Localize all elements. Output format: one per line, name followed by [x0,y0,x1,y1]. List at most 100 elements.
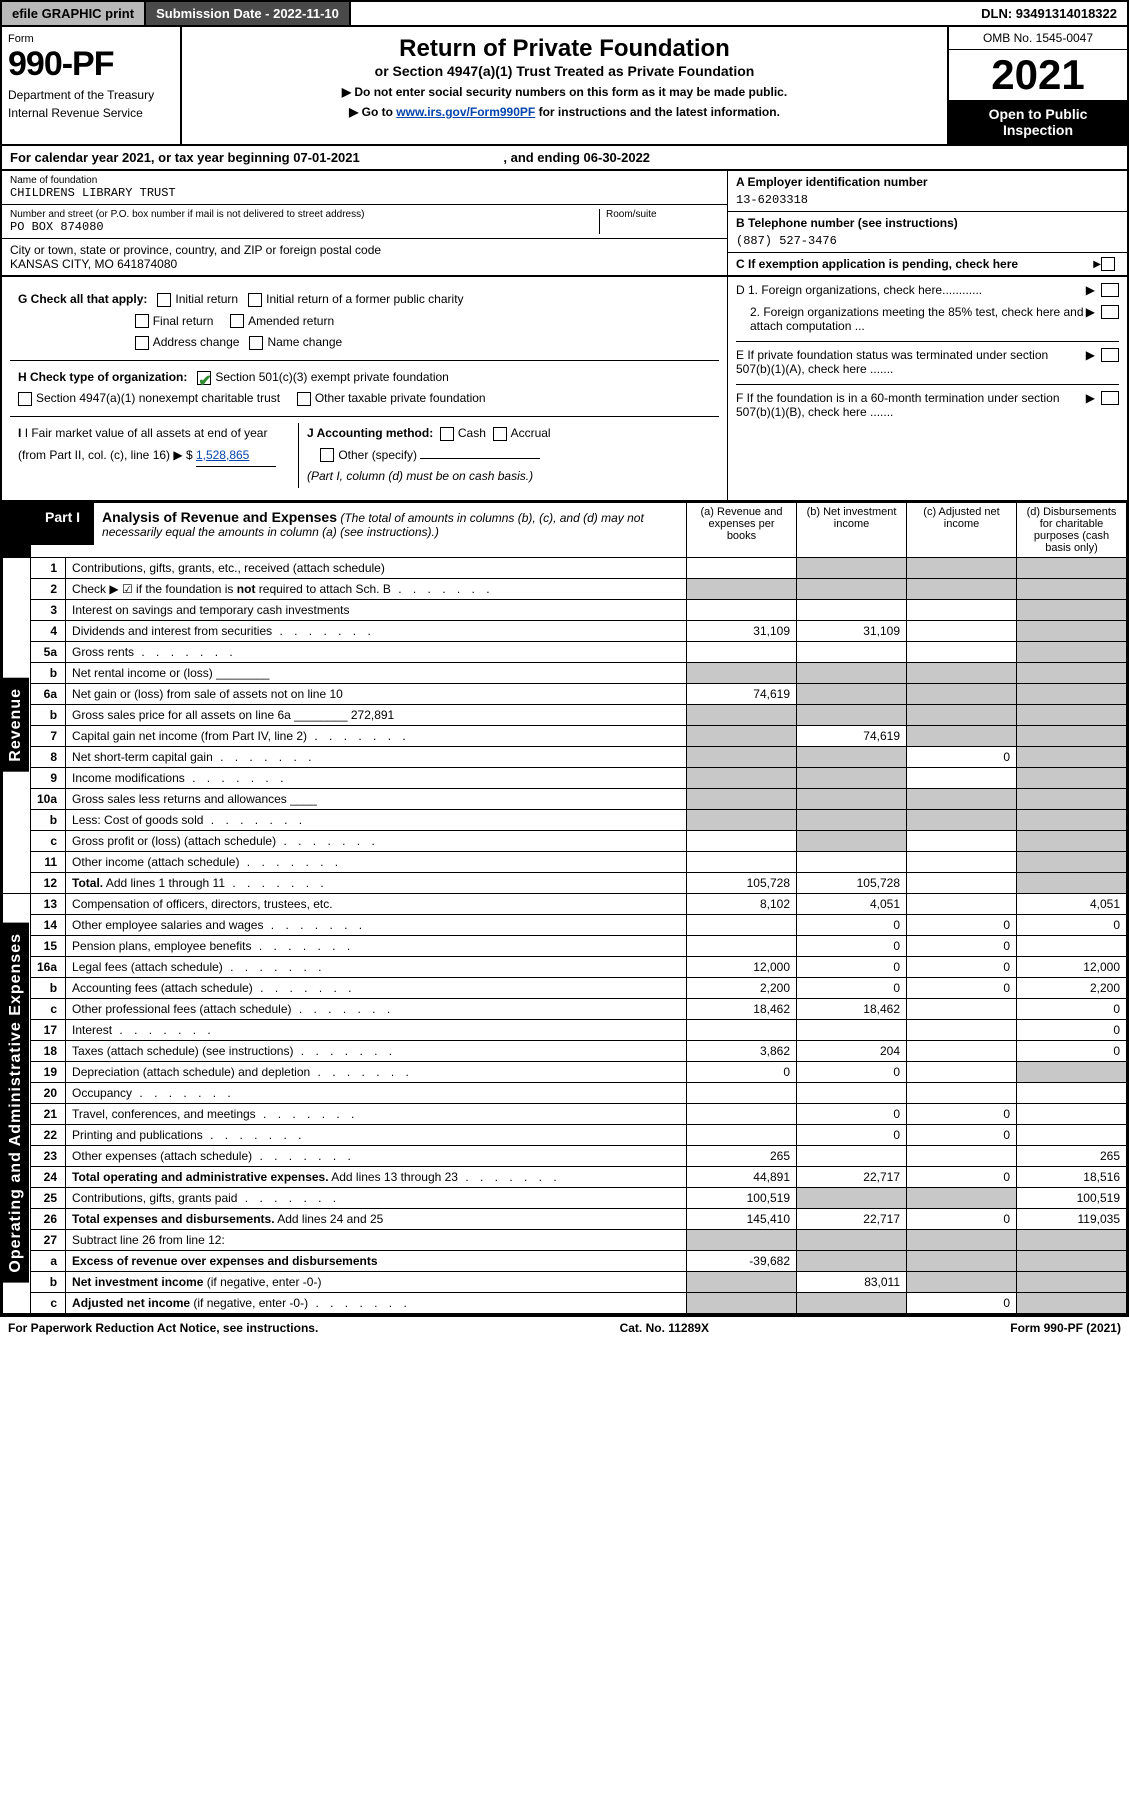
row-description: Total expenses and disbursements. Add li… [66,1208,687,1229]
addr-label: Number and street (or P.O. box number if… [10,209,599,220]
chk-501c3[interactable] [197,371,211,385]
row-number: b [31,704,66,725]
chk-other-taxable[interactable] [297,392,311,406]
form-header: Form 990-PF Department of the Treasury I… [0,27,1129,146]
chk-addr-change[interactable] [135,336,149,350]
footer-mid: Cat. No. 11289X [620,1321,709,1335]
row-number: c [31,1292,66,1313]
row-description: Capital gain net income (from Part IV, l… [66,725,687,746]
chk-initial[interactable] [157,293,171,307]
submission-date: Submission Date - 2022-11-10 [146,2,351,25]
row-number: 26 [31,1208,66,1229]
d2-checkbox[interactable] [1101,305,1119,319]
g-label: G Check all that apply: [18,292,147,306]
checks-section: G Check all that apply: Initial return I… [0,277,1129,502]
c-label: C If exemption application is pending, c… [736,257,1093,271]
row-number: 8 [31,746,66,767]
note-ssn: ▶ Do not enter social security numbers o… [190,85,939,99]
irs: Internal Revenue Service [8,106,174,120]
row-number: 16a [31,956,66,977]
top-bar: efile GRAPHIC print Submission Date - 20… [0,0,1129,27]
row-number: 27 [31,1229,66,1250]
row-description: Net gain or (loss) from sale of assets n… [66,683,687,704]
row-description: Net rental income or (loss) ________ [66,662,687,683]
row-description: Income modifications . . . . . . . [66,767,687,788]
chk-other-method[interactable] [320,448,334,462]
row-number: 3 [31,599,66,620]
telephone: (887) 527-3476 [736,234,1119,248]
row-description: Subtract line 26 from line 12: [66,1229,687,1250]
efile-badge: efile GRAPHIC print [2,2,146,25]
room-label: Room/suite [606,209,719,220]
part1-section: Part I Analysis of Revenue and Expenses … [0,502,1129,1316]
f-text: F If the foundation is in a 60-month ter… [736,391,1086,419]
col-a-header: (a) Revenue and expenses per books [687,502,797,557]
row-number: 23 [31,1145,66,1166]
chk-accrual[interactable] [493,427,507,441]
dept: Department of the Treasury [8,88,174,102]
tax-year: 2021 [949,50,1127,100]
city-label: City or town, state or province, country… [10,243,719,257]
row-description: Other professional fees (attach schedule… [66,998,687,1019]
tel-label: B Telephone number (see instructions) [736,216,1119,230]
row-description: Gross profit or (loss) (attach schedule)… [66,830,687,851]
row-number: 5a [31,641,66,662]
row-number: 12 [31,872,66,893]
row-description: Gross sales less returns and allowances … [66,788,687,809]
form-link[interactable]: www.irs.gov/Form990PF [396,105,535,119]
chk-final[interactable] [135,314,149,328]
row-description: Total. Add lines 1 through 11 . . . . . … [66,872,687,893]
row-description: Gross sales price for all assets on line… [66,704,687,725]
c-checkbox[interactable] [1101,257,1115,271]
row-number: 19 [31,1061,66,1082]
ein: 13-6203318 [736,193,1119,207]
row-number: 18 [31,1040,66,1061]
part1-tag: Part I [31,503,94,545]
form-title: Return of Private Foundation [190,35,939,63]
dln: DLN: 93491314018322 [971,2,1127,25]
row-description: Occupancy . . . . . . . [66,1082,687,1103]
row-number: 21 [31,1103,66,1124]
row-description: Net investment income (if negative, ente… [66,1271,687,1292]
row-number: 2 [31,578,66,599]
chk-amended[interactable] [230,314,244,328]
row-description: Legal fees (attach schedule) . . . . . .… [66,956,687,977]
e-checkbox[interactable] [1101,348,1119,362]
fmv-value[interactable]: 1,528,865 [196,445,276,468]
chk-name-change[interactable] [249,336,263,350]
row-description: Taxes (attach schedule) (see instruction… [66,1040,687,1061]
chk-4947[interactable] [18,392,32,406]
row-number: 6a [31,683,66,704]
row-description: Total operating and administrative expen… [66,1166,687,1187]
form-label: Form [8,33,174,45]
row-description: Other expenses (attach schedule) . . . .… [66,1145,687,1166]
d2-text: 2. Foreign organizations meeting the 85%… [736,305,1086,333]
d1-checkbox[interactable] [1101,283,1119,297]
f-checkbox[interactable] [1101,391,1119,405]
row-number: 7 [31,725,66,746]
e-text: E If private foundation status was termi… [736,348,1086,376]
row-description: Interest on savings and temporary cash i… [66,599,687,620]
foundation-name: CHILDRENS LIBRARY TRUST [10,186,719,200]
row-number: c [31,998,66,1019]
row-description: Dividends and interest from securities .… [66,620,687,641]
row-number: 11 [31,851,66,872]
calendar-year-line: For calendar year 2021, or tax year begi… [0,146,1129,171]
ein-label: A Employer identification number [736,175,1119,189]
form-subtitle: or Section 4947(a)(1) Trust Treated as P… [190,63,939,79]
footer: For Paperwork Reduction Act Notice, see … [0,1316,1129,1339]
row-description: Gross rents . . . . . . . [66,641,687,662]
entity-info: Name of foundation CHILDRENS LIBRARY TRU… [0,171,1129,277]
chk-initial-former[interactable] [248,293,262,307]
row-number: b [31,662,66,683]
row-number: 10a [31,788,66,809]
j-note: (Part I, column (d) must be on cash basi… [307,469,533,483]
row-number: b [31,809,66,830]
row-number: 14 [31,914,66,935]
city: KANSAS CITY, MO 641874080 [10,257,719,271]
row-number: a [31,1250,66,1271]
col-c-header: (c) Adjusted net income [907,502,1017,557]
chk-cash[interactable] [440,427,454,441]
h-label: H Check type of organization: [18,370,187,384]
row-description: Excess of revenue over expenses and disb… [66,1250,687,1271]
